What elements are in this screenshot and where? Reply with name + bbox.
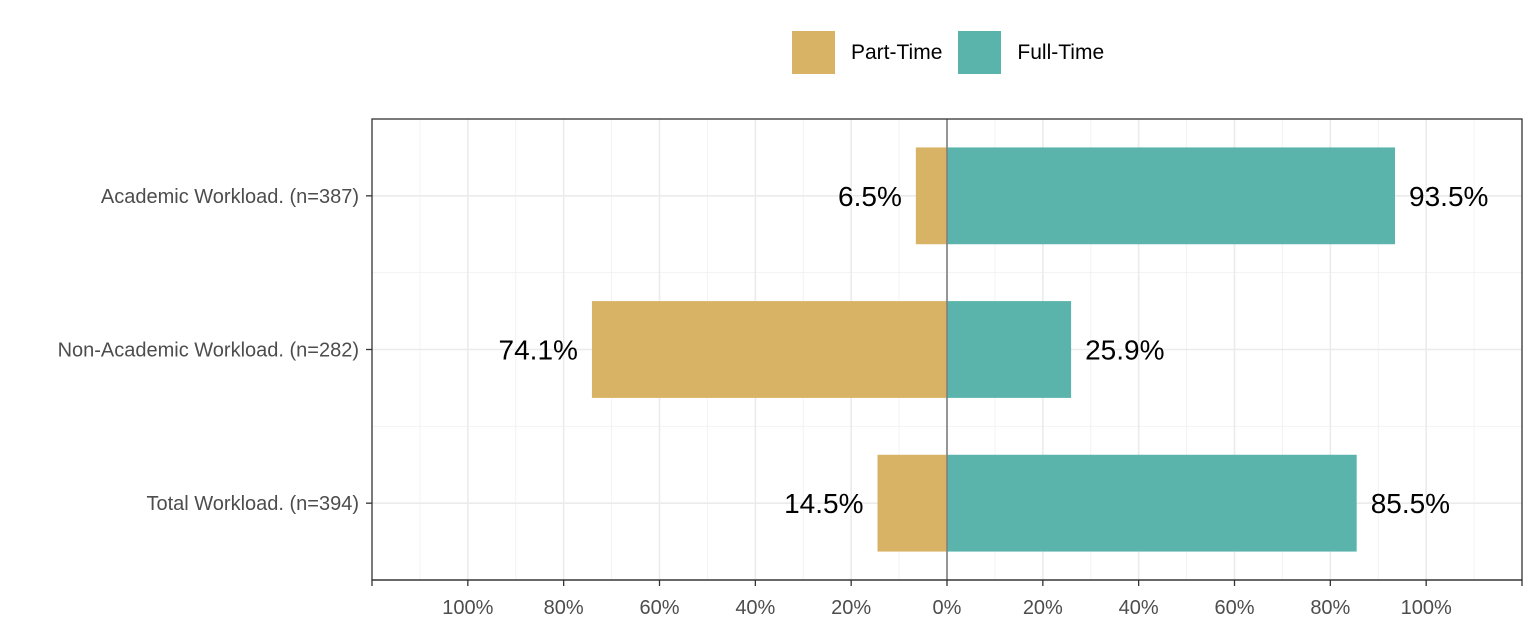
x-tick-label-4: 40% (735, 597, 775, 619)
legend-swatch-part-time (792, 31, 835, 74)
bar-part-time-3 (877, 454, 947, 552)
x-tick-label-9: 60% (1214, 597, 1254, 619)
x-tick-label-2: 80% (544, 597, 584, 619)
x-tick-label-7: 20% (1023, 597, 1063, 619)
bar-full-time-2 (947, 301, 1072, 398)
data-label-part-time-1: 6.5% (838, 181, 902, 212)
bar-part-time-2 (591, 301, 947, 398)
x-tick-label-1: 100% (442, 597, 493, 619)
data-label-full-time-2: 25.9% (1085, 335, 1164, 366)
x-tick-label-3: 60% (639, 597, 679, 619)
bar-full-time-1 (947, 147, 1396, 245)
legend-label-part-time: Part-Time (851, 40, 943, 64)
x-tick-label-11: 100% (1401, 597, 1452, 619)
legend-label-full-time: Full-Time (1017, 40, 1105, 64)
data-label-full-time-3: 85.5% (1371, 488, 1450, 519)
x-tick-label-6: 0% (933, 597, 962, 619)
x-tick-label-8: 40% (1119, 597, 1159, 619)
data-label-full-time-1: 93.5% (1409, 181, 1488, 212)
chart-legend: Part-Time Full-Time (792, 31, 1120, 74)
data-label-part-time-2: 74.1% (499, 335, 578, 366)
bar-part-time-1 (915, 147, 947, 245)
x-tick-label-5: 20% (831, 597, 871, 619)
legend-swatch-full-time (958, 31, 1002, 74)
data-label-part-time-3: 14.5% (784, 488, 863, 519)
y-tick-label-2: Non-Academic Workload. (n=282) (58, 340, 359, 362)
y-tick-label-3: Total Workload. (n=394) (146, 493, 359, 515)
y-tick-label-1: Academic Workload. (n=387) (101, 186, 359, 208)
legend-item-full-time: Full-Time (958, 31, 1104, 74)
bar-full-time-3 (947, 454, 1357, 552)
legend-item-part-time: Part-Time (792, 31, 942, 74)
x-tick-label-10: 80% (1310, 597, 1350, 619)
